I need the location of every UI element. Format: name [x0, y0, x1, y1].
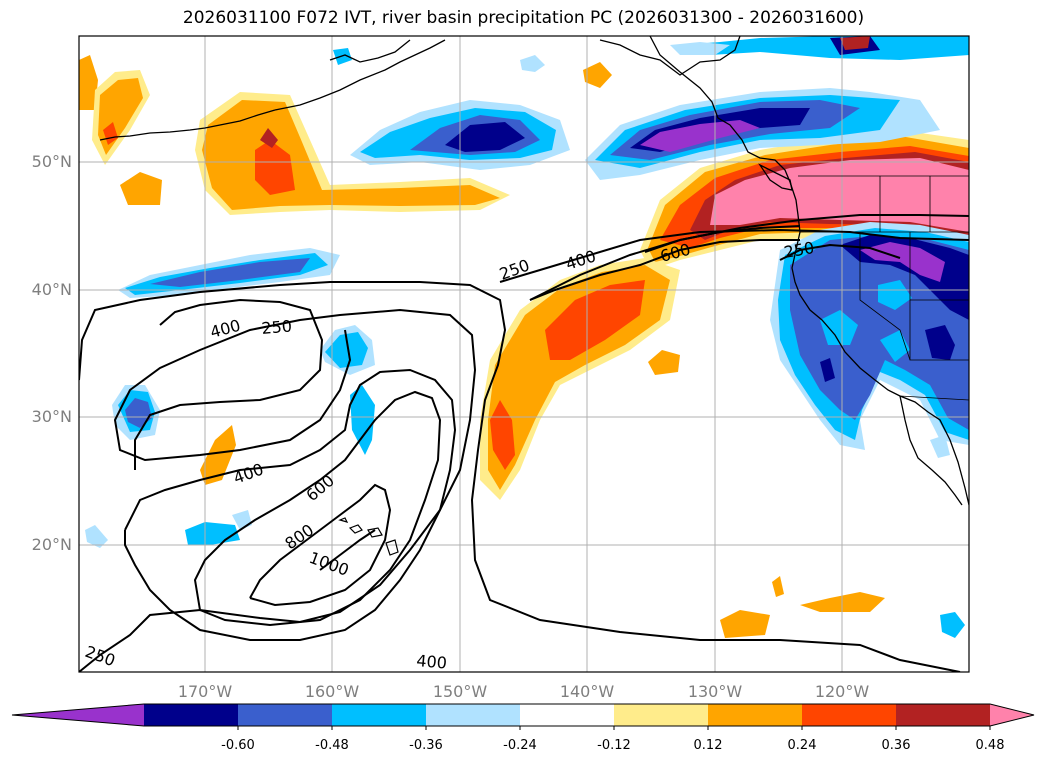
ca-negative-navy-2: [925, 325, 955, 360]
contour-250-cp: [779, 243, 901, 261]
contour-250-west: [79, 308, 477, 672]
colorbar-segment: [332, 704, 427, 726]
lat-label: 30°N: [31, 407, 72, 426]
colorbar-segment: [708, 704, 803, 726]
map-title: 2026031100 F072 IVT, river basin precipi…: [182, 8, 865, 28]
map-frame: [78, 35, 970, 673]
contour-label: 250: [261, 316, 293, 338]
contour-400-south: [124, 368, 457, 641]
colorbar-tick-label: -0.24: [503, 738, 537, 753]
colorbar-segment: [520, 704, 615, 726]
baja-coast: [899, 395, 963, 506]
colorbar-tick-label: 0.24: [787, 738, 817, 753]
us-west-coast: [789, 181, 969, 506]
ar-band-red: [545, 280, 645, 360]
lat-label: 40°N: [31, 280, 72, 299]
small-negative-dot: [520, 55, 545, 72]
ca-negative-cyan-patch: [940, 612, 965, 638]
lon-label: 160°W: [304, 682, 360, 701]
lon-label: 170°W: [177, 682, 233, 701]
colorbar-tick-label: -0.36: [409, 738, 443, 753]
top-negative-strip: [680, 36, 969, 60]
contour-label: 400: [416, 651, 448, 673]
colorbar-segment: [896, 704, 991, 726]
colorbar-tick-label: 0.36: [881, 738, 911, 753]
lon-label: 150°W: [432, 682, 488, 701]
colorbar-segment: [614, 704, 709, 726]
west-orange-patch-3: [120, 172, 162, 205]
aleutian-chain: [99, 109, 276, 141]
coastlines: [99, 36, 969, 506]
lat-label: 50°N: [31, 152, 72, 171]
colorbar-segment: [144, 704, 239, 726]
colorbar-segment: [238, 704, 333, 726]
ca-negative-cyan-hole-1: [820, 310, 858, 345]
west-orange-patch: [79, 55, 98, 110]
north-coast: [329, 39, 411, 63]
west-negative-strip-blue: [150, 258, 310, 287]
vancouver-island: [758, 163, 793, 191]
contour-600-inner: [193, 390, 442, 627]
mid-negative-4: [85, 525, 108, 548]
colorbar-outline: [11, 703, 1035, 727]
contour-400-ne: [529, 214, 969, 301]
ca-negative-navy-3: [820, 358, 835, 382]
lon-label: 120°W: [814, 682, 870, 701]
ca-negative-light-patch: [930, 435, 950, 458]
nw-pacific-red: [255, 140, 295, 195]
colorbar-tick-label: 0.48: [975, 738, 1005, 753]
precip-shading: [79, 36, 969, 638]
alaska-peninsula: [274, 39, 446, 111]
west-negative-blob-blue: [125, 398, 152, 428]
lon-label: 130°W: [687, 682, 743, 701]
alaska-coast: [599, 36, 791, 183]
small-orange-5: [772, 576, 784, 597]
colorbar: [11, 703, 1035, 730]
contour-600-ne: [644, 225, 801, 253]
lat-label: 20°N: [31, 535, 72, 554]
colorbar-tick-label: -0.60: [221, 738, 255, 753]
hawaii-islands: [338, 517, 399, 556]
contour-250-north: [499, 228, 969, 283]
contour-400-main: [529, 239, 800, 301]
ca-negative-cyan-hole-2: [878, 280, 912, 310]
colorbar-tick-label: 0.12: [693, 738, 723, 753]
ne-pacific-negative-purple: [640, 120, 760, 152]
colorbar-extend-min: [12, 704, 144, 726]
contour-250-outer: [79, 281, 961, 672]
colorbar-tick-label: -0.48: [315, 738, 349, 753]
contour-1000: [319, 529, 376, 571]
small-orange-2: [648, 350, 680, 375]
lon-label: 140°W: [559, 682, 615, 701]
mid-pacific-negative-navy: [445, 122, 525, 152]
colorbar-segment: [426, 704, 521, 726]
south-orange-patch: [200, 425, 236, 485]
map-area: 250 400 600 250 400 250 400 600 800 1000…: [79, 36, 969, 673]
colorbar-segment: [802, 704, 897, 726]
top-negative-strip-red: [840, 36, 870, 50]
small-orange-1: [583, 62, 612, 88]
colorbar-extend-max: [990, 704, 1034, 726]
mid-negative-1-cyan: [325, 332, 368, 368]
ivt-contours: [79, 214, 969, 672]
nw-pacific-darkred: [260, 128, 278, 148]
contour-800: [249, 483, 392, 607]
mid-negative-2: [350, 385, 375, 455]
colorbar-tick-label: -0.12: [597, 738, 631, 753]
pnw-positive-pink: [710, 158, 969, 232]
small-orange-3: [720, 610, 770, 638]
contour-400-west: [134, 298, 324, 470]
